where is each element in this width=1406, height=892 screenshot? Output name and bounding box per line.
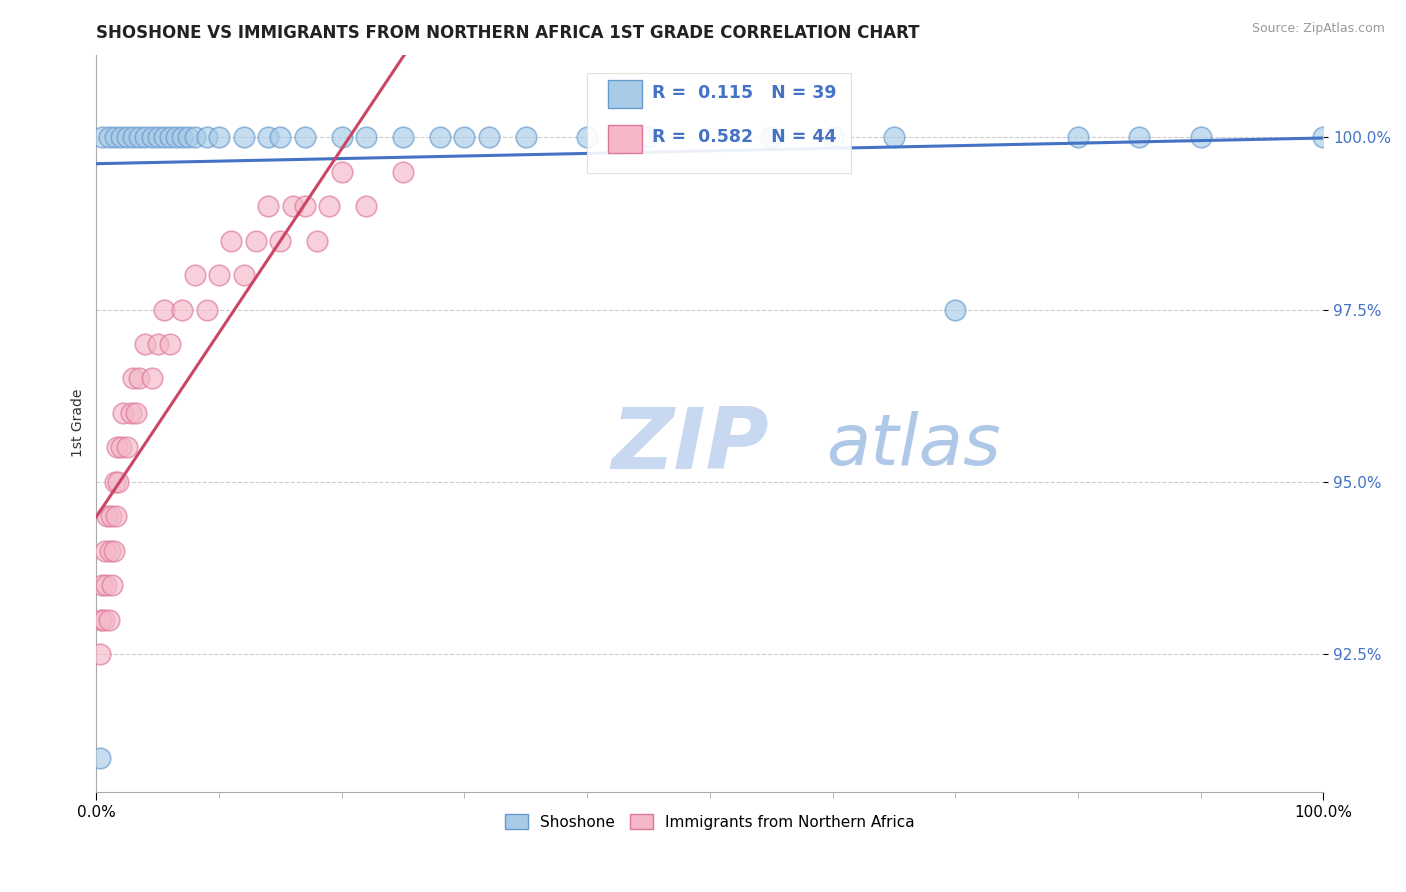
Point: [195, 130, 218, 145]
Point: [637, 130, 659, 145]
Legend: Shoshone, Immigrants from Northern Africa: Shoshone, Immigrants from Northern Afric…: [499, 808, 921, 836]
Bar: [607, 80, 643, 109]
Point: [1128, 130, 1150, 145]
Point: [821, 130, 844, 145]
Point: [153, 130, 176, 145]
Point: [943, 302, 966, 317]
Text: Source: ZipAtlas.com: Source: ZipAtlas.com: [1251, 22, 1385, 36]
Y-axis label: 1st Grade: 1st Grade: [72, 389, 86, 458]
Point: [146, 130, 169, 145]
Point: [104, 509, 127, 524]
Point: [232, 130, 254, 145]
Point: [91, 130, 114, 145]
Point: [89, 647, 111, 661]
Point: [330, 130, 353, 145]
Point: [89, 750, 111, 764]
Point: [307, 234, 329, 248]
Point: [124, 406, 146, 420]
Text: R =  0.115   N = 39: R = 0.115 N = 39: [652, 84, 837, 102]
Point: [115, 441, 138, 455]
Point: [97, 613, 120, 627]
Point: [120, 406, 142, 420]
Text: ZIP: ZIP: [612, 404, 769, 487]
Point: [294, 130, 316, 145]
Point: [141, 371, 163, 385]
Point: [356, 130, 378, 145]
Point: [208, 130, 231, 145]
Point: [172, 302, 194, 317]
Point: [122, 371, 145, 385]
Point: [153, 302, 176, 317]
Point: [91, 578, 114, 592]
Point: [93, 613, 115, 627]
Point: [104, 130, 127, 145]
Point: [245, 234, 267, 248]
Bar: [607, 125, 643, 153]
Point: [104, 475, 127, 489]
Point: [90, 613, 112, 627]
Point: [515, 130, 537, 145]
Point: [94, 543, 117, 558]
Point: [107, 475, 129, 489]
Point: [134, 130, 156, 145]
Point: [128, 371, 150, 385]
Point: [100, 509, 122, 524]
Point: [429, 130, 451, 145]
Point: [392, 130, 415, 145]
Text: atlas: atlas: [827, 411, 1001, 480]
Text: R =  0.582   N = 44: R = 0.582 N = 44: [652, 128, 837, 146]
Point: [115, 130, 138, 145]
Point: [159, 337, 181, 351]
Point: [269, 130, 291, 145]
Point: [356, 199, 378, 213]
Point: [257, 199, 280, 213]
Point: [98, 543, 121, 558]
Point: [128, 130, 150, 145]
Point: [159, 130, 181, 145]
Point: [165, 130, 187, 145]
Point: [110, 441, 132, 455]
Point: [105, 441, 128, 455]
Point: [1067, 130, 1090, 145]
Point: [1189, 130, 1212, 145]
Point: [141, 130, 163, 145]
Point: [576, 130, 599, 145]
Point: [101, 578, 124, 592]
Point: [221, 234, 243, 248]
Point: [257, 130, 280, 145]
Point: [172, 130, 194, 145]
Point: [112, 406, 135, 420]
Point: [318, 199, 340, 213]
Point: [110, 130, 132, 145]
Point: [146, 337, 169, 351]
Point: [1312, 130, 1334, 145]
Point: [134, 337, 156, 351]
Point: [183, 130, 205, 145]
Point: [883, 130, 905, 145]
Point: [97, 130, 120, 145]
Text: SHOSHONE VS IMMIGRANTS FROM NORTHERN AFRICA 1ST GRADE CORRELATION CHART: SHOSHONE VS IMMIGRANTS FROM NORTHERN AFR…: [97, 24, 920, 42]
Point: [392, 165, 415, 179]
Point: [453, 130, 475, 145]
Point: [195, 302, 218, 317]
Point: [330, 165, 353, 179]
Point: [759, 130, 782, 145]
FancyBboxPatch shape: [588, 73, 851, 172]
Point: [177, 130, 200, 145]
Point: [478, 130, 501, 145]
Point: [103, 543, 125, 558]
Point: [183, 268, 205, 282]
Point: [96, 578, 118, 592]
Point: [269, 234, 291, 248]
Point: [281, 199, 304, 213]
Point: [232, 268, 254, 282]
Point: [208, 268, 231, 282]
Point: [122, 130, 145, 145]
Point: [294, 199, 316, 213]
Point: [96, 509, 118, 524]
